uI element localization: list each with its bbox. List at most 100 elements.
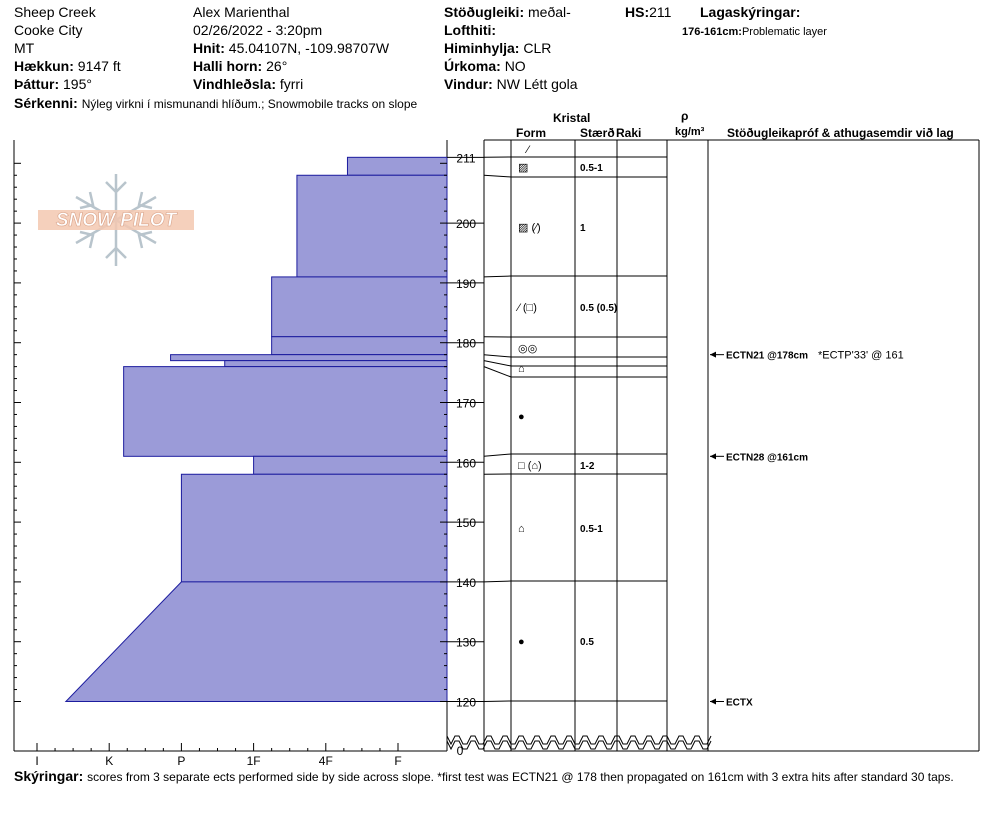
layer-form-8: ⌂ (518, 523, 525, 535)
moisture-header: Raki (616, 126, 642, 140)
aspect-label: Þáttur: (14, 76, 60, 92)
layer-boundary-connector (483, 275, 512, 278)
hardness-bars (13, 140, 448, 752)
coords-value: 45.04107N, -109.98707W (228, 40, 390, 56)
aspect-field: Þáttur: 195° (14, 76, 92, 92)
rho-header: ρ (681, 109, 689, 123)
precip-label: Úrkoma: (444, 58, 501, 74)
wind-loading-value: fyrri (279, 76, 304, 92)
layer-boundary-connector (483, 366, 512, 378)
hardness-bar-2 (271, 276, 448, 338)
layer-size-1: 1 (580, 223, 586, 234)
depth-label-130: 130 (456, 636, 476, 650)
coords-field: Hnit: 45.04107N, -109.98707W (193, 40, 389, 56)
layer-boundary-connector (483, 360, 512, 367)
depth-label-190: 190 (456, 277, 476, 291)
layer-size-9: 0.5 (580, 637, 594, 648)
hardness-label-K: K (105, 754, 113, 768)
layer-boundary-connector (483, 580, 512, 583)
hardness-label-4F: 4F (319, 754, 333, 768)
hardness-bar-8 (180, 473, 448, 583)
depth-label-211: 211 (456, 151, 475, 165)
footer-label: Skýringar: (14, 768, 84, 784)
layer-boundary-connector (483, 700, 512, 702)
wind-label: Vindur: (444, 76, 493, 92)
specifics-value: Nýleg virkni í mismunandi hlíðum.; Snowm… (81, 97, 418, 111)
depth-label-120: 120 (456, 696, 476, 710)
slope-label: Halli horn: (193, 58, 263, 74)
hardness-axis: I K P 1F 4F F (35, 743, 402, 768)
hardness-label-F: F (394, 754, 401, 768)
hardness-bar-9 (64, 581, 448, 702)
depth-label-160: 160 (456, 456, 476, 470)
hardness-bar-7 (253, 455, 448, 475)
specifics-field: Sérkenni: Nýleg virkni í mismunandi hlíð… (14, 95, 417, 112)
depth-label-140: 140 (456, 576, 476, 590)
density-unit-header: kg/m³ (675, 126, 705, 138)
test-arrow-1 (710, 453, 716, 460)
test-label-2: ECTX (726, 698, 753, 709)
wind-loading-field: Vindhleðsla: fyrri (193, 76, 303, 92)
wind-field: Vindur: NW Létt gola (444, 76, 578, 92)
stability-label: Stöðugleiki: (444, 4, 525, 20)
layer-size-7: 1-2 (580, 461, 595, 472)
wind-loading-label: Vindhleðsla: (193, 76, 276, 92)
layer-note-range: 176-161cm: (682, 26, 742, 38)
precip-value: NO (504, 58, 526, 74)
layer-boundary-connector (483, 354, 512, 358)
slope-value: 26° (266, 58, 288, 74)
elevation-field: Hækkun: 9147 ft (14, 58, 121, 74)
form-header: Form (516, 126, 546, 140)
observer-name: Alex Marienthal (193, 4, 290, 20)
layer-boundary-connector (483, 174, 512, 178)
size-header: Stærð (580, 126, 615, 140)
aspect-value: 195° (63, 76, 92, 92)
elevation-value: 9147 ft (77, 58, 121, 74)
layer-form-6: ● (518, 411, 525, 423)
tests-header: Stöðugleikapróf & athugasemdir við lag (727, 126, 954, 140)
axis-break-zigzag (446, 735, 712, 746)
crystal-header: Kristal (553, 111, 591, 125)
logo-text: SNOW PILOT (56, 210, 178, 231)
layer-form-5: ⌂ (518, 363, 525, 375)
hardness-bar-3 (271, 336, 448, 356)
state-name: MT (14, 40, 35, 56)
hs-label: HS: (625, 4, 650, 20)
hardness-label-I: I (35, 754, 38, 768)
hardness-bar-6 (123, 366, 448, 457)
layer-form-3: ◎◎ (518, 343, 537, 355)
wind-value: NW Létt gola (496, 76, 578, 92)
layer-form-2: ⁄ (□) (515, 302, 537, 314)
elevation-label: Hækkun: (14, 58, 74, 74)
precip-field: Úrkoma: NO (444, 58, 526, 74)
axis-break-zigzag (446, 740, 712, 751)
specifics-label: Sérkenni: (14, 95, 78, 111)
test-note-0: *ECTP'33' @ 161 (818, 350, 904, 362)
hardness-bar-5 (224, 360, 448, 368)
test-arrow-0 (710, 351, 716, 358)
sky-label: Himinhylja: (444, 40, 520, 56)
layer-form-1: ▨ (⁄) (518, 222, 541, 234)
snowpilot-logo: SNOW PILOT (38, 174, 194, 266)
air-temp-label: Lofthiti: (444, 22, 497, 38)
coords-label: Hnit: (193, 40, 225, 56)
hardness-label-1F: 1F (247, 754, 261, 768)
logo-banner (38, 210, 194, 230)
hs-field: HS:211 (625, 4, 671, 20)
depth-axis: 211 200 190 180 170 160 150 140 130 120 0 (14, 151, 484, 758)
hardness-bar-0 (346, 156, 448, 176)
layer-notes-label: Lagaskýringar: (700, 4, 801, 20)
region-name: Cooke City (14, 22, 83, 38)
layer-size-0: 0.5-1 (580, 163, 603, 174)
stability-tests: ECTN21 @178cm *ECTP'33' @ 161 ECTN28 @161c… (710, 350, 904, 709)
location-name: Sheep Creek (14, 4, 96, 20)
stability-value: meðal- (528, 4, 571, 20)
hs-value: 211 (649, 4, 672, 20)
slope-field: Halli horn: 26° (193, 58, 287, 74)
axis-break-label: 0 (457, 744, 464, 758)
datetime: 02/26/2022 - 3:20pm (193, 22, 323, 38)
layer-form-0: ▨ (518, 162, 528, 174)
hardness-bar-1 (296, 174, 448, 278)
depth-label-150: 150 (456, 516, 476, 530)
